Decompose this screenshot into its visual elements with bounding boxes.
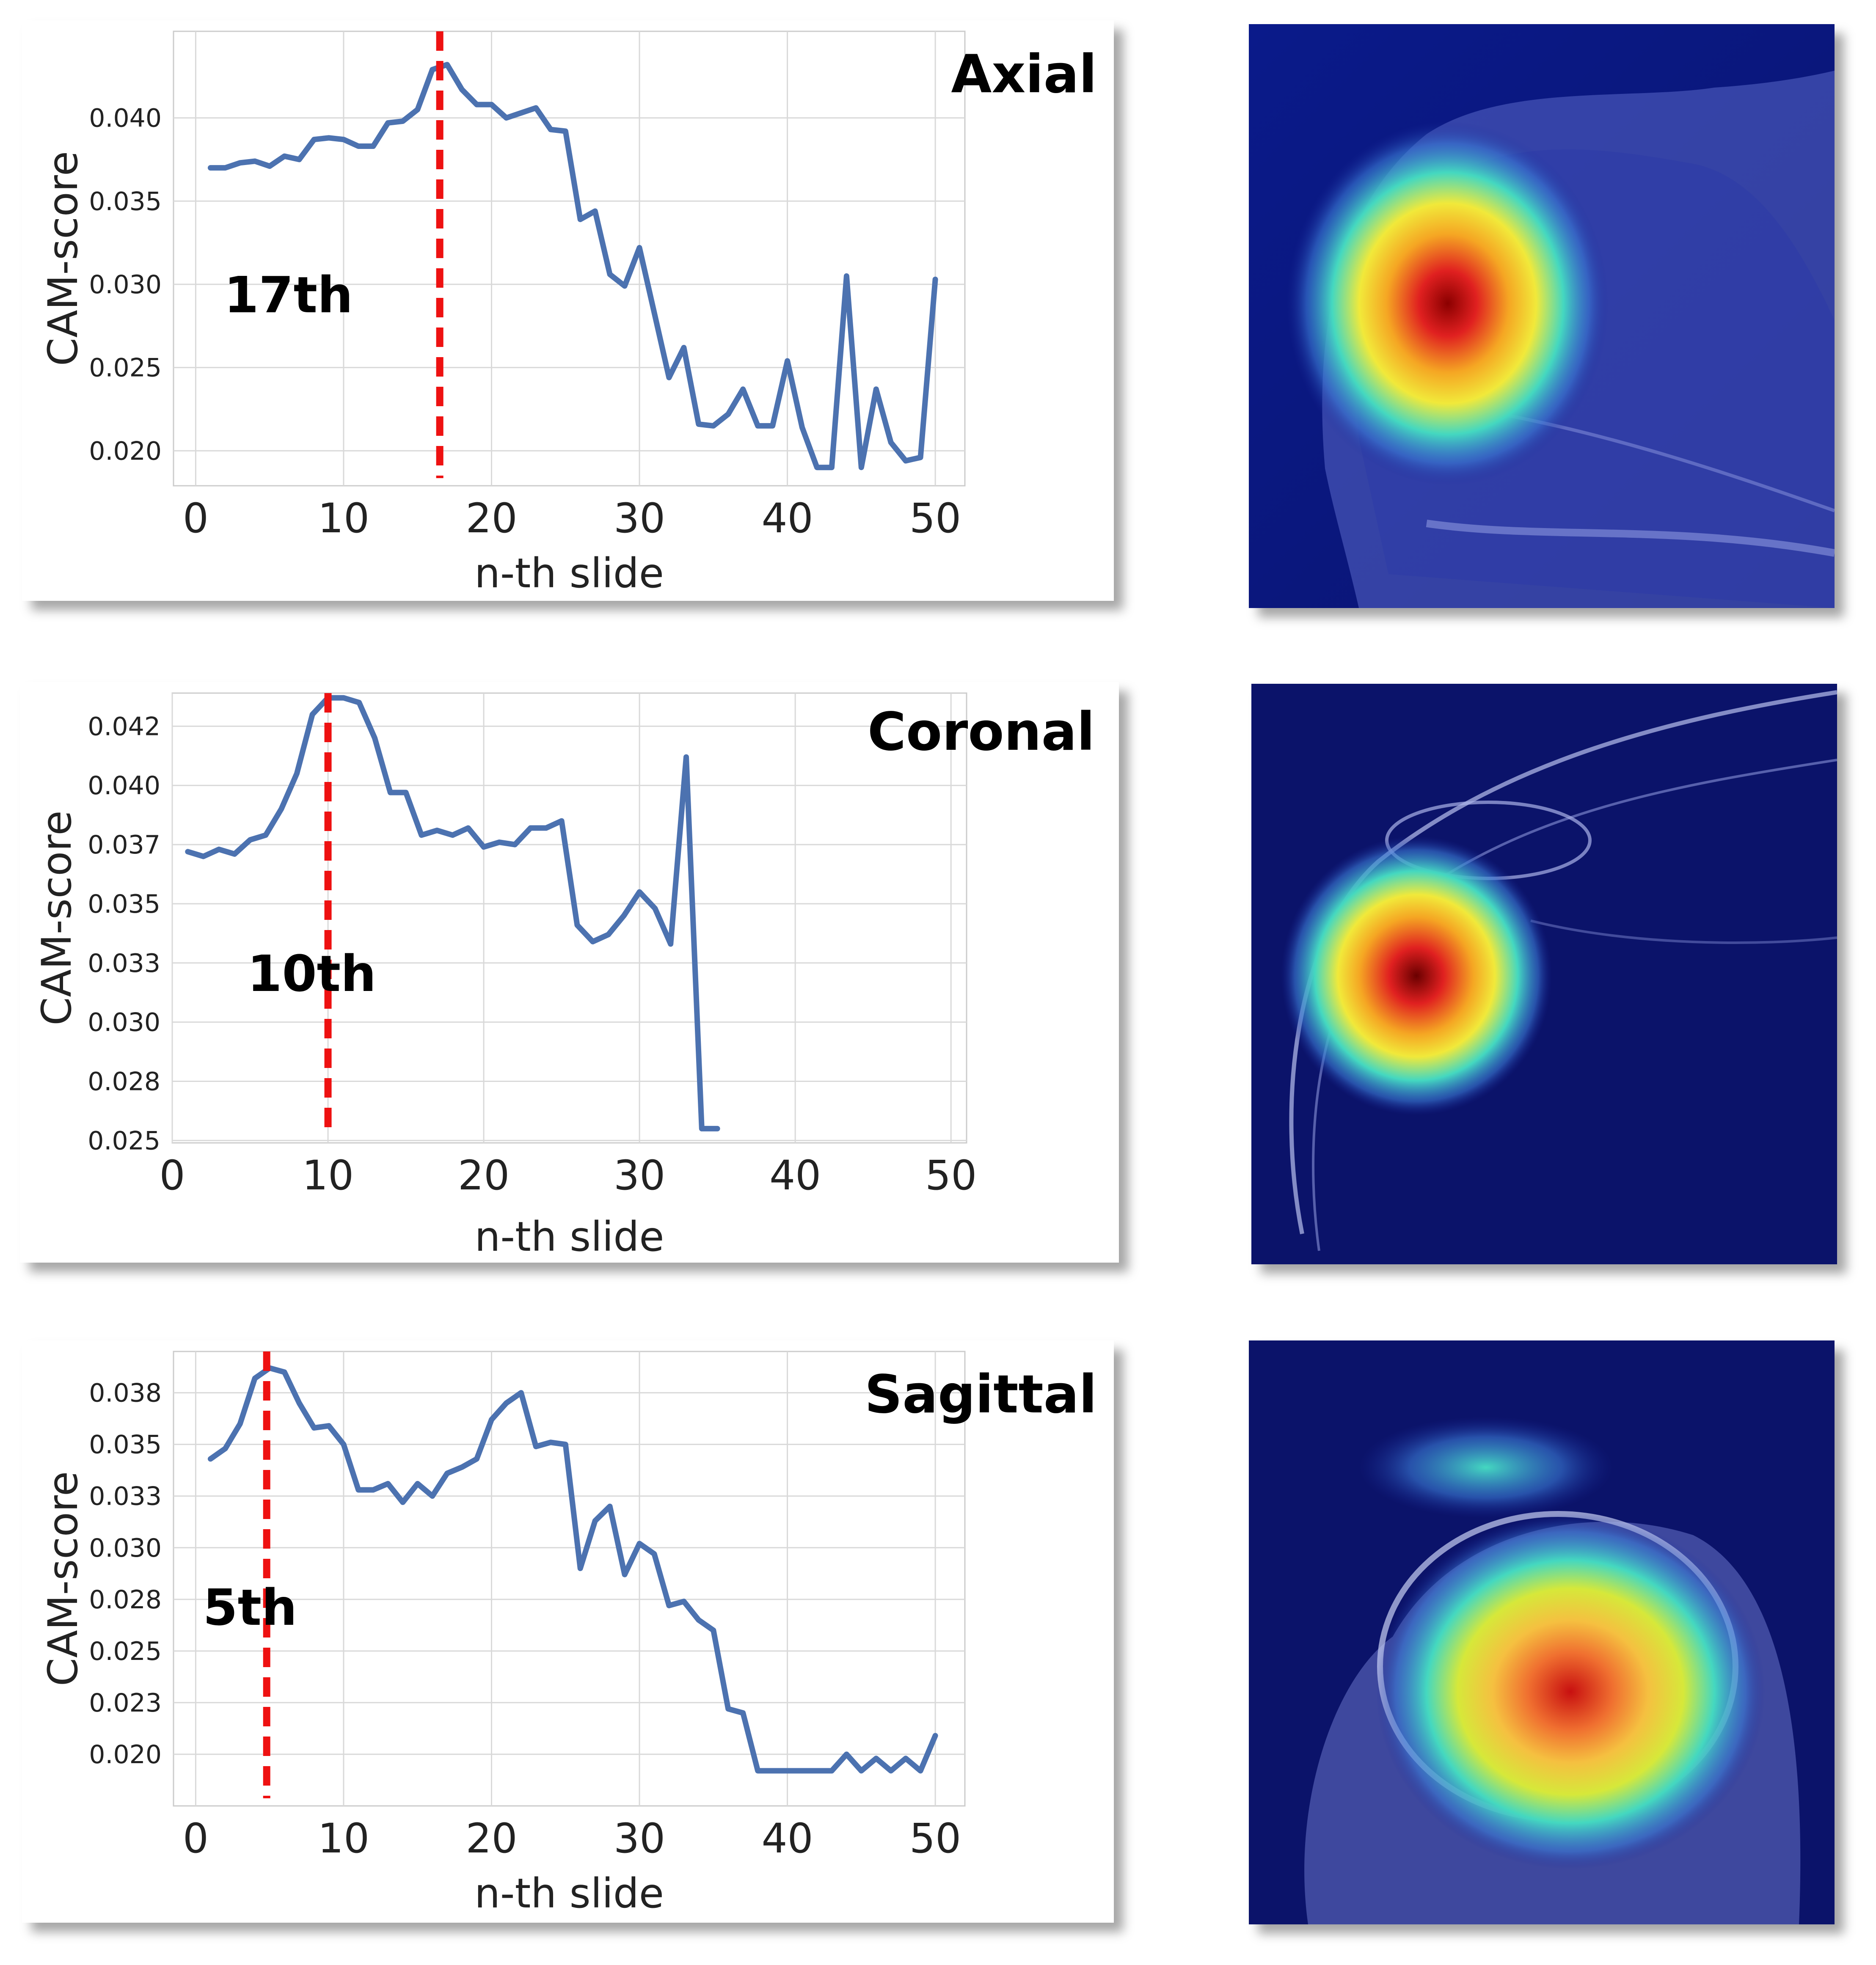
y-tick-label: 0.035 [89, 1430, 162, 1460]
y-tick-label: 0.025 [88, 1126, 160, 1156]
y-tick-label: 0.035 [88, 889, 160, 919]
x-axis-label: n-th slide [475, 1213, 664, 1260]
axial-chart: 0 10 20 30 40 50 0.020 0.025 0.030 0.035 0.040 17th… [39, 30, 1097, 597]
data-point [343, 139, 344, 140]
y-tick-label: 0.033 [88, 949, 160, 978]
x-tick-label: 20 [466, 495, 517, 542]
y-tick-label: 0.038 [89, 1379, 162, 1408]
x-tick-label: 40 [761, 495, 813, 542]
data-point [187, 851, 188, 852]
x-tick-label: 0 [183, 1815, 209, 1862]
plot-area [173, 1351, 966, 1807]
x-tick-label: 20 [466, 1815, 517, 1862]
y-tick-label: 0.037 [88, 830, 160, 860]
data-point [284, 156, 285, 157]
data-point [312, 714, 313, 715]
x-tick-label: 0 [159, 1152, 185, 1199]
sagittal-mri-heatmap-image [1249, 1340, 1835, 1924]
x-axis-label: n-th slide [474, 550, 664, 597]
series-line [207, 62, 938, 471]
y-axis-label: CAM-score [39, 151, 87, 366]
data-point [717, 1128, 718, 1129]
data-point [565, 1444, 566, 1445]
x-tick-label: 20 [458, 1152, 510, 1199]
data-point [580, 1568, 581, 1569]
coronal-chart: 0 10 20 30 40 50 0.025 0.028 0.030 0.033 0.035 0.03… [33, 692, 1095, 1260]
data-point [299, 159, 300, 160]
sagittal-chart-panel: 0 10 20 30 40 50 0.020 0.023 0.025 0.028 0.030 0.03… [22, 1340, 1114, 1923]
x-tick-label: 50 [925, 1152, 977, 1199]
x-axis-label: n-th slide [474, 1870, 664, 1917]
y-tick-label: 0.025 [89, 353, 162, 383]
y-axis-label: CAM-score [39, 1471, 87, 1686]
data-point [343, 1444, 344, 1445]
data-point [565, 131, 566, 132]
y-axis-label: CAM-score [33, 810, 80, 1025]
x-tick-label: 40 [761, 1815, 813, 1862]
x-tick-label: 50 [909, 495, 961, 542]
x-tick-label: 10 [302, 1152, 354, 1199]
data-point [250, 839, 251, 840]
data-point [935, 279, 936, 280]
peak-annotation: 5th [203, 1578, 297, 1637]
axial-mri-heatmap-image [1249, 24, 1835, 608]
y-tick-label: 0.020 [89, 436, 162, 466]
peak-annotation: 10th [247, 944, 376, 1003]
coronal-mri-heatmap-image [1251, 684, 1837, 1264]
data-point [417, 109, 418, 110]
x-tick-label: 50 [909, 1815, 961, 1862]
y-tick-label: 0.033 [89, 1482, 162, 1511]
data-point [608, 934, 609, 935]
data-point [203, 856, 204, 857]
y-tick-label: 0.042 [88, 712, 160, 741]
x-tick-label: 40 [769, 1152, 821, 1199]
data-point [506, 1403, 507, 1404]
x-tick-label: 10 [318, 1815, 369, 1862]
y-tick-label: 0.025 [89, 1637, 162, 1666]
data-point [225, 1448, 226, 1449]
data-point [580, 219, 581, 220]
y-tick-label: 0.040 [89, 104, 162, 133]
plot-area [171, 692, 967, 1144]
chart-title: Axial [951, 44, 1097, 105]
y-tick-label: 0.040 [88, 771, 160, 801]
x-tick-label: 10 [318, 495, 369, 542]
data-point [683, 347, 684, 348]
y-tick-label: 0.023 [89, 1688, 162, 1718]
x-tick-label: 0 [183, 495, 209, 542]
data-point [592, 941, 593, 942]
data-point [861, 467, 862, 468]
x-tick-label: 30 [614, 1152, 665, 1199]
y-tick-label: 0.030 [88, 1008, 160, 1038]
y-tick-label: 0.020 [89, 1740, 162, 1770]
chart-title: Sagittal [865, 1364, 1097, 1425]
y-tick-label: 0.028 [88, 1067, 160, 1097]
coronal-chart-panel: 0 10 20 30 40 50 0.025 0.028 0.030 0.033 0.035 0.03… [20, 682, 1119, 1263]
y-tick-label: 0.030 [89, 1533, 162, 1563]
y-tick-label: 0.030 [89, 270, 162, 300]
data-point [299, 1403, 300, 1404]
data-point [390, 792, 391, 793]
y-tick-label: 0.028 [89, 1585, 162, 1615]
data-point [417, 1483, 418, 1484]
x-tick-label: 30 [614, 1815, 665, 1862]
peak-annotation: 17th [224, 266, 353, 324]
y-tick-label: 0.035 [89, 187, 162, 216]
data-point [920, 457, 921, 458]
chart-title: Coronal [868, 702, 1095, 762]
x-tick-label: 30 [614, 495, 665, 542]
data-point [683, 1601, 684, 1602]
plot-area [173, 30, 966, 487]
series-line [207, 1365, 938, 1774]
data-point [402, 1502, 403, 1503]
sagittal-chart: 0 10 20 30 40 50 0.020 0.023 0.025 0.028 0.030 0.03… [39, 1351, 1097, 1917]
axial-chart-panel: 0 10 20 30 40 50 0.020 0.025 0.030 0.035 0.040 17th… [22, 20, 1114, 601]
